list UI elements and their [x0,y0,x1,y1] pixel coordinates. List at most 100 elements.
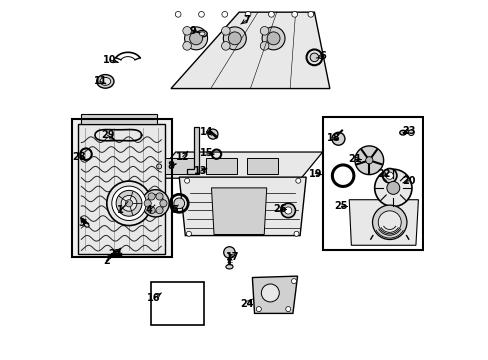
Circle shape [309,53,318,62]
Text: 17: 17 [226,252,239,262]
Polygon shape [154,152,322,178]
Text: 6: 6 [319,51,325,61]
Circle shape [184,27,207,50]
Circle shape [378,211,400,234]
Circle shape [374,169,411,207]
Polygon shape [187,127,198,174]
Circle shape [142,190,169,217]
Circle shape [160,200,167,207]
Circle shape [261,284,279,302]
Ellipse shape [84,223,89,227]
Text: 18: 18 [326,133,340,143]
Circle shape [285,307,290,312]
Circle shape [407,130,413,135]
Bar [206,158,236,174]
Text: 16: 16 [147,293,161,303]
Text: 28: 28 [72,152,85,162]
Circle shape [268,12,274,17]
Circle shape [183,27,191,35]
Circle shape [386,181,399,194]
Bar [247,158,277,174]
Ellipse shape [97,75,114,88]
Circle shape [307,12,313,17]
Text: 11: 11 [93,76,107,86]
Ellipse shape [225,265,233,269]
Circle shape [354,146,383,175]
Text: 20: 20 [401,176,415,186]
Polygon shape [171,12,329,89]
Circle shape [189,32,202,45]
Text: 8: 8 [167,161,174,171]
Text: 27: 27 [108,248,121,258]
Ellipse shape [399,130,406,135]
Text: 21: 21 [347,154,361,164]
Bar [73,121,170,256]
Circle shape [228,32,241,45]
Bar [150,282,204,325]
Text: 25: 25 [333,201,346,211]
Text: 1: 1 [117,206,124,216]
Text: 10: 10 [103,55,117,65]
Ellipse shape [197,31,207,37]
Polygon shape [211,188,266,234]
Circle shape [112,186,146,221]
Circle shape [125,200,132,207]
Circle shape [372,205,406,239]
Text: 5: 5 [171,206,178,216]
Circle shape [198,12,204,17]
Text: 29: 29 [101,130,114,140]
Circle shape [256,307,261,312]
Bar [322,117,422,250]
Circle shape [106,181,151,226]
Text: 15: 15 [200,148,213,158]
Text: 7: 7 [243,15,249,26]
Circle shape [147,195,164,212]
Text: 24: 24 [240,299,254,309]
Ellipse shape [100,77,110,85]
Circle shape [221,41,230,50]
Circle shape [266,32,280,45]
Circle shape [183,41,191,50]
Polygon shape [348,200,418,245]
Circle shape [156,193,163,200]
Circle shape [365,157,372,164]
Circle shape [382,168,396,183]
Circle shape [207,129,218,139]
Bar [164,158,195,174]
Circle shape [221,27,230,35]
Circle shape [222,12,227,17]
Circle shape [244,12,250,17]
Circle shape [331,132,344,145]
Bar [78,125,164,253]
Circle shape [148,193,155,200]
Circle shape [186,231,191,236]
Ellipse shape [199,32,204,36]
Circle shape [144,200,151,207]
Circle shape [223,27,246,50]
Circle shape [291,279,296,284]
Circle shape [291,12,297,17]
Circle shape [175,12,181,17]
Circle shape [156,164,162,169]
Circle shape [184,178,189,183]
Text: 13: 13 [194,166,207,176]
Text: 23: 23 [401,126,415,135]
Text: 9: 9 [189,26,196,36]
Circle shape [262,27,285,50]
Text: 19: 19 [308,168,322,179]
Text: 2: 2 [103,256,110,266]
Circle shape [386,172,392,179]
Circle shape [284,207,291,214]
Text: 26: 26 [272,204,286,215]
Circle shape [260,27,268,35]
Bar [72,119,172,257]
Circle shape [281,203,295,218]
Circle shape [174,198,184,209]
Circle shape [293,231,298,236]
Circle shape [260,41,268,50]
Circle shape [121,195,137,211]
Text: 3: 3 [78,218,84,228]
Text: 12: 12 [176,152,189,162]
Polygon shape [252,276,297,314]
Circle shape [223,247,235,258]
